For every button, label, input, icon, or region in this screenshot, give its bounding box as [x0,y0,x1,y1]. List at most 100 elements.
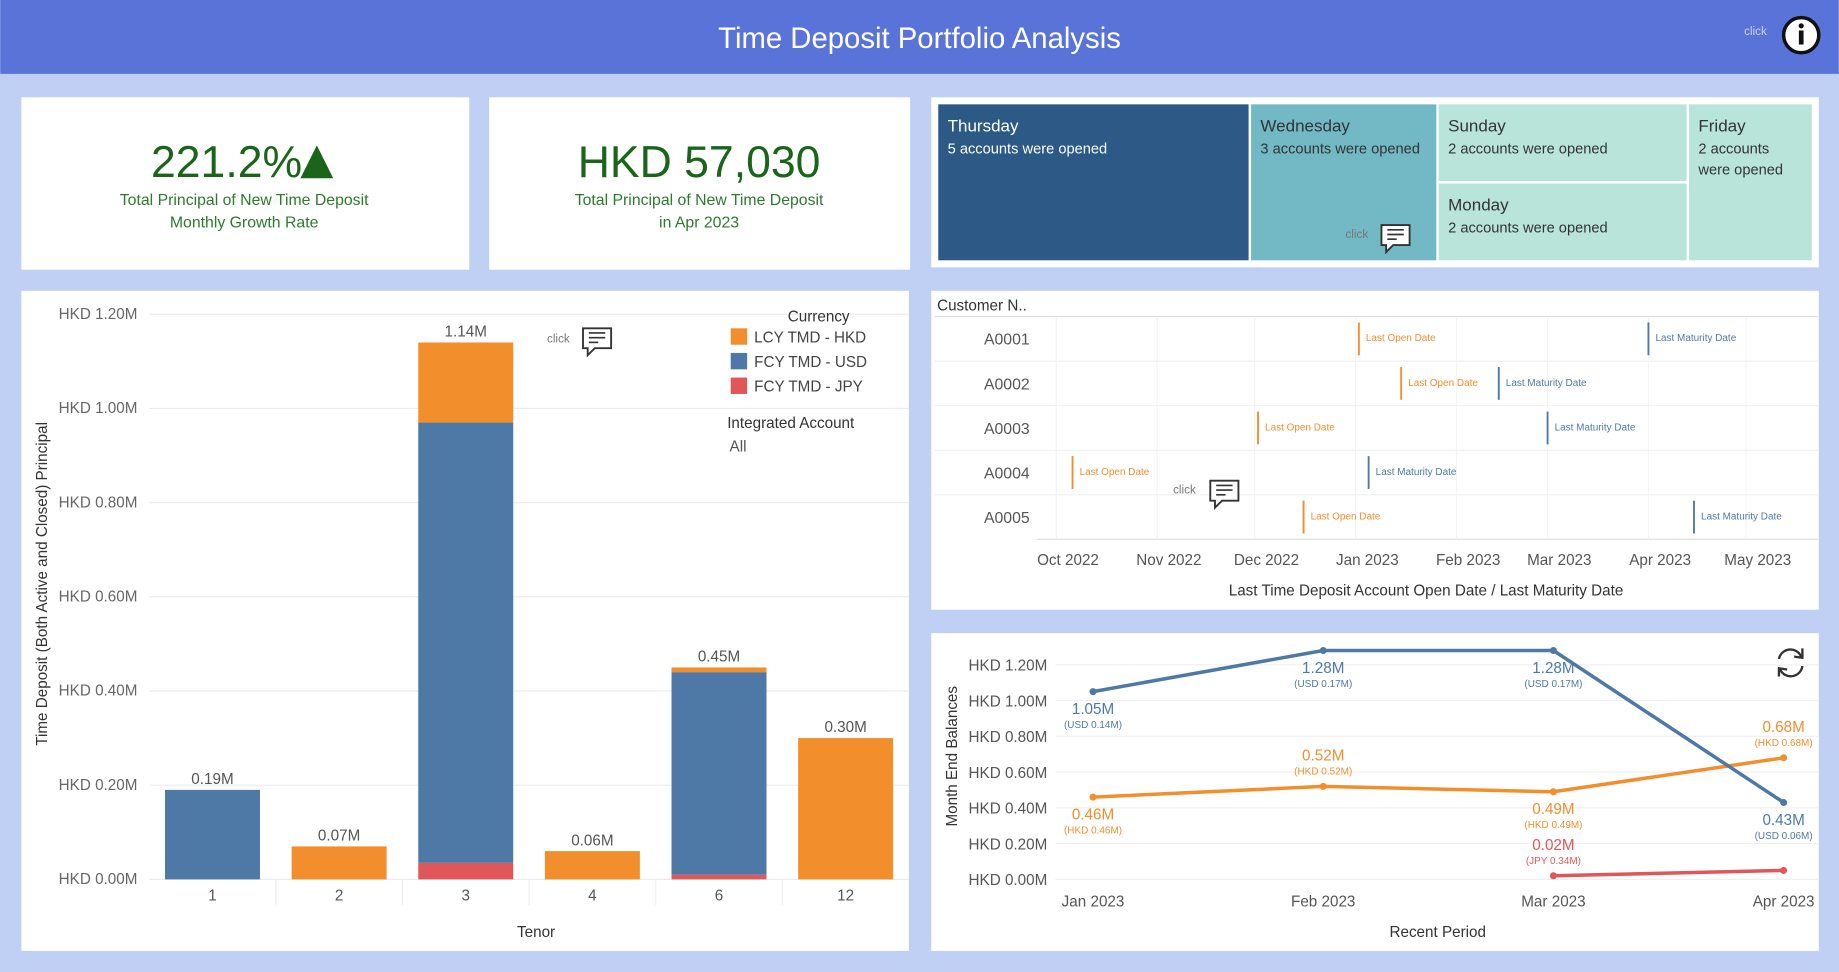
y-tick-label: HKD 0.80M [969,729,1048,746]
cell-label: 2 accounts were opened [1448,221,1608,237]
point [1089,688,1097,696]
total-label: 0.07M [318,828,360,845]
value-label: 0.46M [1072,806,1114,823]
value-label: 1.28M [1302,660,1344,677]
x-tick-label: 6 [715,887,723,904]
y-tick-label: HKD 0.00M [969,872,1048,889]
cell-title: Monday [1448,195,1509,214]
legend-label: FCY TMD - JPY [754,379,863,396]
refresh-arrow [1777,666,1788,677]
point [1549,788,1557,796]
y-tick-label: HKD 1.00M [59,400,138,417]
cell-title: Thursday [948,116,1019,135]
total-label: 0.30M [824,719,866,736]
filter-value[interactable]: All [730,438,747,455]
refresh-button[interactable] [1777,648,1804,678]
mark-label: Last Open Date [1265,422,1335,433]
treemap-cell [935,102,1252,263]
x-tick-label: Apr 2023 [1753,893,1815,910]
legend-swatch [730,352,748,370]
bar-segment [671,667,767,673]
x-tick-label: Jan 2023 [1062,893,1125,910]
sub-label: (USD 0.17M) [1294,679,1352,690]
hint: click [1744,25,1767,38]
info-dot [1798,23,1804,29]
value-label: 1.05M [1072,701,1114,718]
y-tick-label: A0003 [984,421,1030,438]
y-axis-title: Month End Balances [944,686,961,827]
legend-label: FCY TMD - USD [754,354,867,371]
y-tick-label: HKD 0.00M [59,871,138,888]
point [1549,872,1557,880]
x-tick-label: 1 [208,887,216,904]
y-tick-label: HKD 0.20M [59,777,138,794]
legend-swatch [730,328,748,345]
cell-label: 2 accounts were opened [1697,142,1783,179]
x-tick-label: 3 [462,887,470,904]
mark-label: Last Open Date [1080,467,1150,478]
line [1553,868,1784,878]
value-label: 0.49M [1532,801,1574,818]
bar-segment [418,862,514,880]
bar-segment [164,789,260,880]
comment-button[interactable] [582,327,613,358]
text-line: were opened [1697,163,1783,179]
point [1089,793,1097,801]
legend-label: LCY TMD - HKD [754,329,866,346]
cell-label: 5 accounts were opened [948,142,1108,158]
value-label: 0.52M [1302,748,1344,765]
mark-label: Last Maturity Date [1655,333,1736,344]
y-tick-label: HKD 1.20M [969,658,1048,675]
refresh-arrow [1794,648,1804,660]
value-label: 0.68M [1762,719,1804,736]
comment-button[interactable] [1209,479,1240,510]
y-tick-label: HKD 0.60M [59,588,138,605]
mark-label: Last Maturity Date [1376,467,1457,478]
dashboard-title: Time Deposit Portfolio Analysis [718,22,1121,55]
kpi-caption: in Apr 2023 [659,214,739,231]
point [1319,646,1327,655]
y-tick-label: HKD 0.60M [969,765,1048,782]
total-label: 0.06M [571,832,613,849]
mark-label: Last Open Date [1366,333,1436,344]
bar-segment [671,672,767,875]
bar-segment [418,342,514,423]
x-tick-label: 4 [588,887,597,904]
up-arrow [300,145,334,179]
mark-label: Last Maturity Date [1555,422,1636,433]
mark-label: Last Maturity Date [1506,378,1587,389]
x-tick-label: Mar 2023 [1521,893,1585,910]
kpi-caption: Monthly Growth Rate [170,214,319,231]
point [1549,646,1557,655]
x-axis-title: Recent Period [1389,924,1486,941]
x-tick-label: Dec 2022 [1234,552,1299,569]
y-tick-label: HKD 0.40M [59,683,138,700]
refresh-icon[interactable] [1777,648,1804,678]
sub-label: (HKD 0.68M) [1755,738,1813,749]
mark-label: Last Open Date [1408,378,1478,389]
hint: click [1345,228,1368,241]
treemap-cell [1686,102,1815,263]
comment-button[interactable] [1380,224,1411,255]
cell-label: 3 accounts were opened [1260,142,1420,158]
sub-label: (USD 0.17M) [1524,679,1582,690]
bar-segment [544,851,640,880]
cell-label: 2 accounts were opened [1448,142,1608,158]
mark-label: Last Open Date [1311,511,1381,522]
total-label: 0.19M [191,771,233,788]
y-tick-label: A0004 [984,465,1030,482]
cell-title: Friday [1698,116,1746,135]
hint: click [1173,484,1196,497]
treemap-cell [1436,181,1689,263]
bar-segment [291,846,387,880]
bar-segment [418,422,514,863]
x-axis-title: Tenor [517,924,555,941]
text-line: 2 accounts [1698,142,1773,158]
value-label: 0.43M [1762,812,1804,829]
info-button[interactable] [1781,15,1821,55]
cell-title: Wednesday [1260,116,1350,135]
kpi-panel [489,97,911,270]
line [1092,648,1785,804]
